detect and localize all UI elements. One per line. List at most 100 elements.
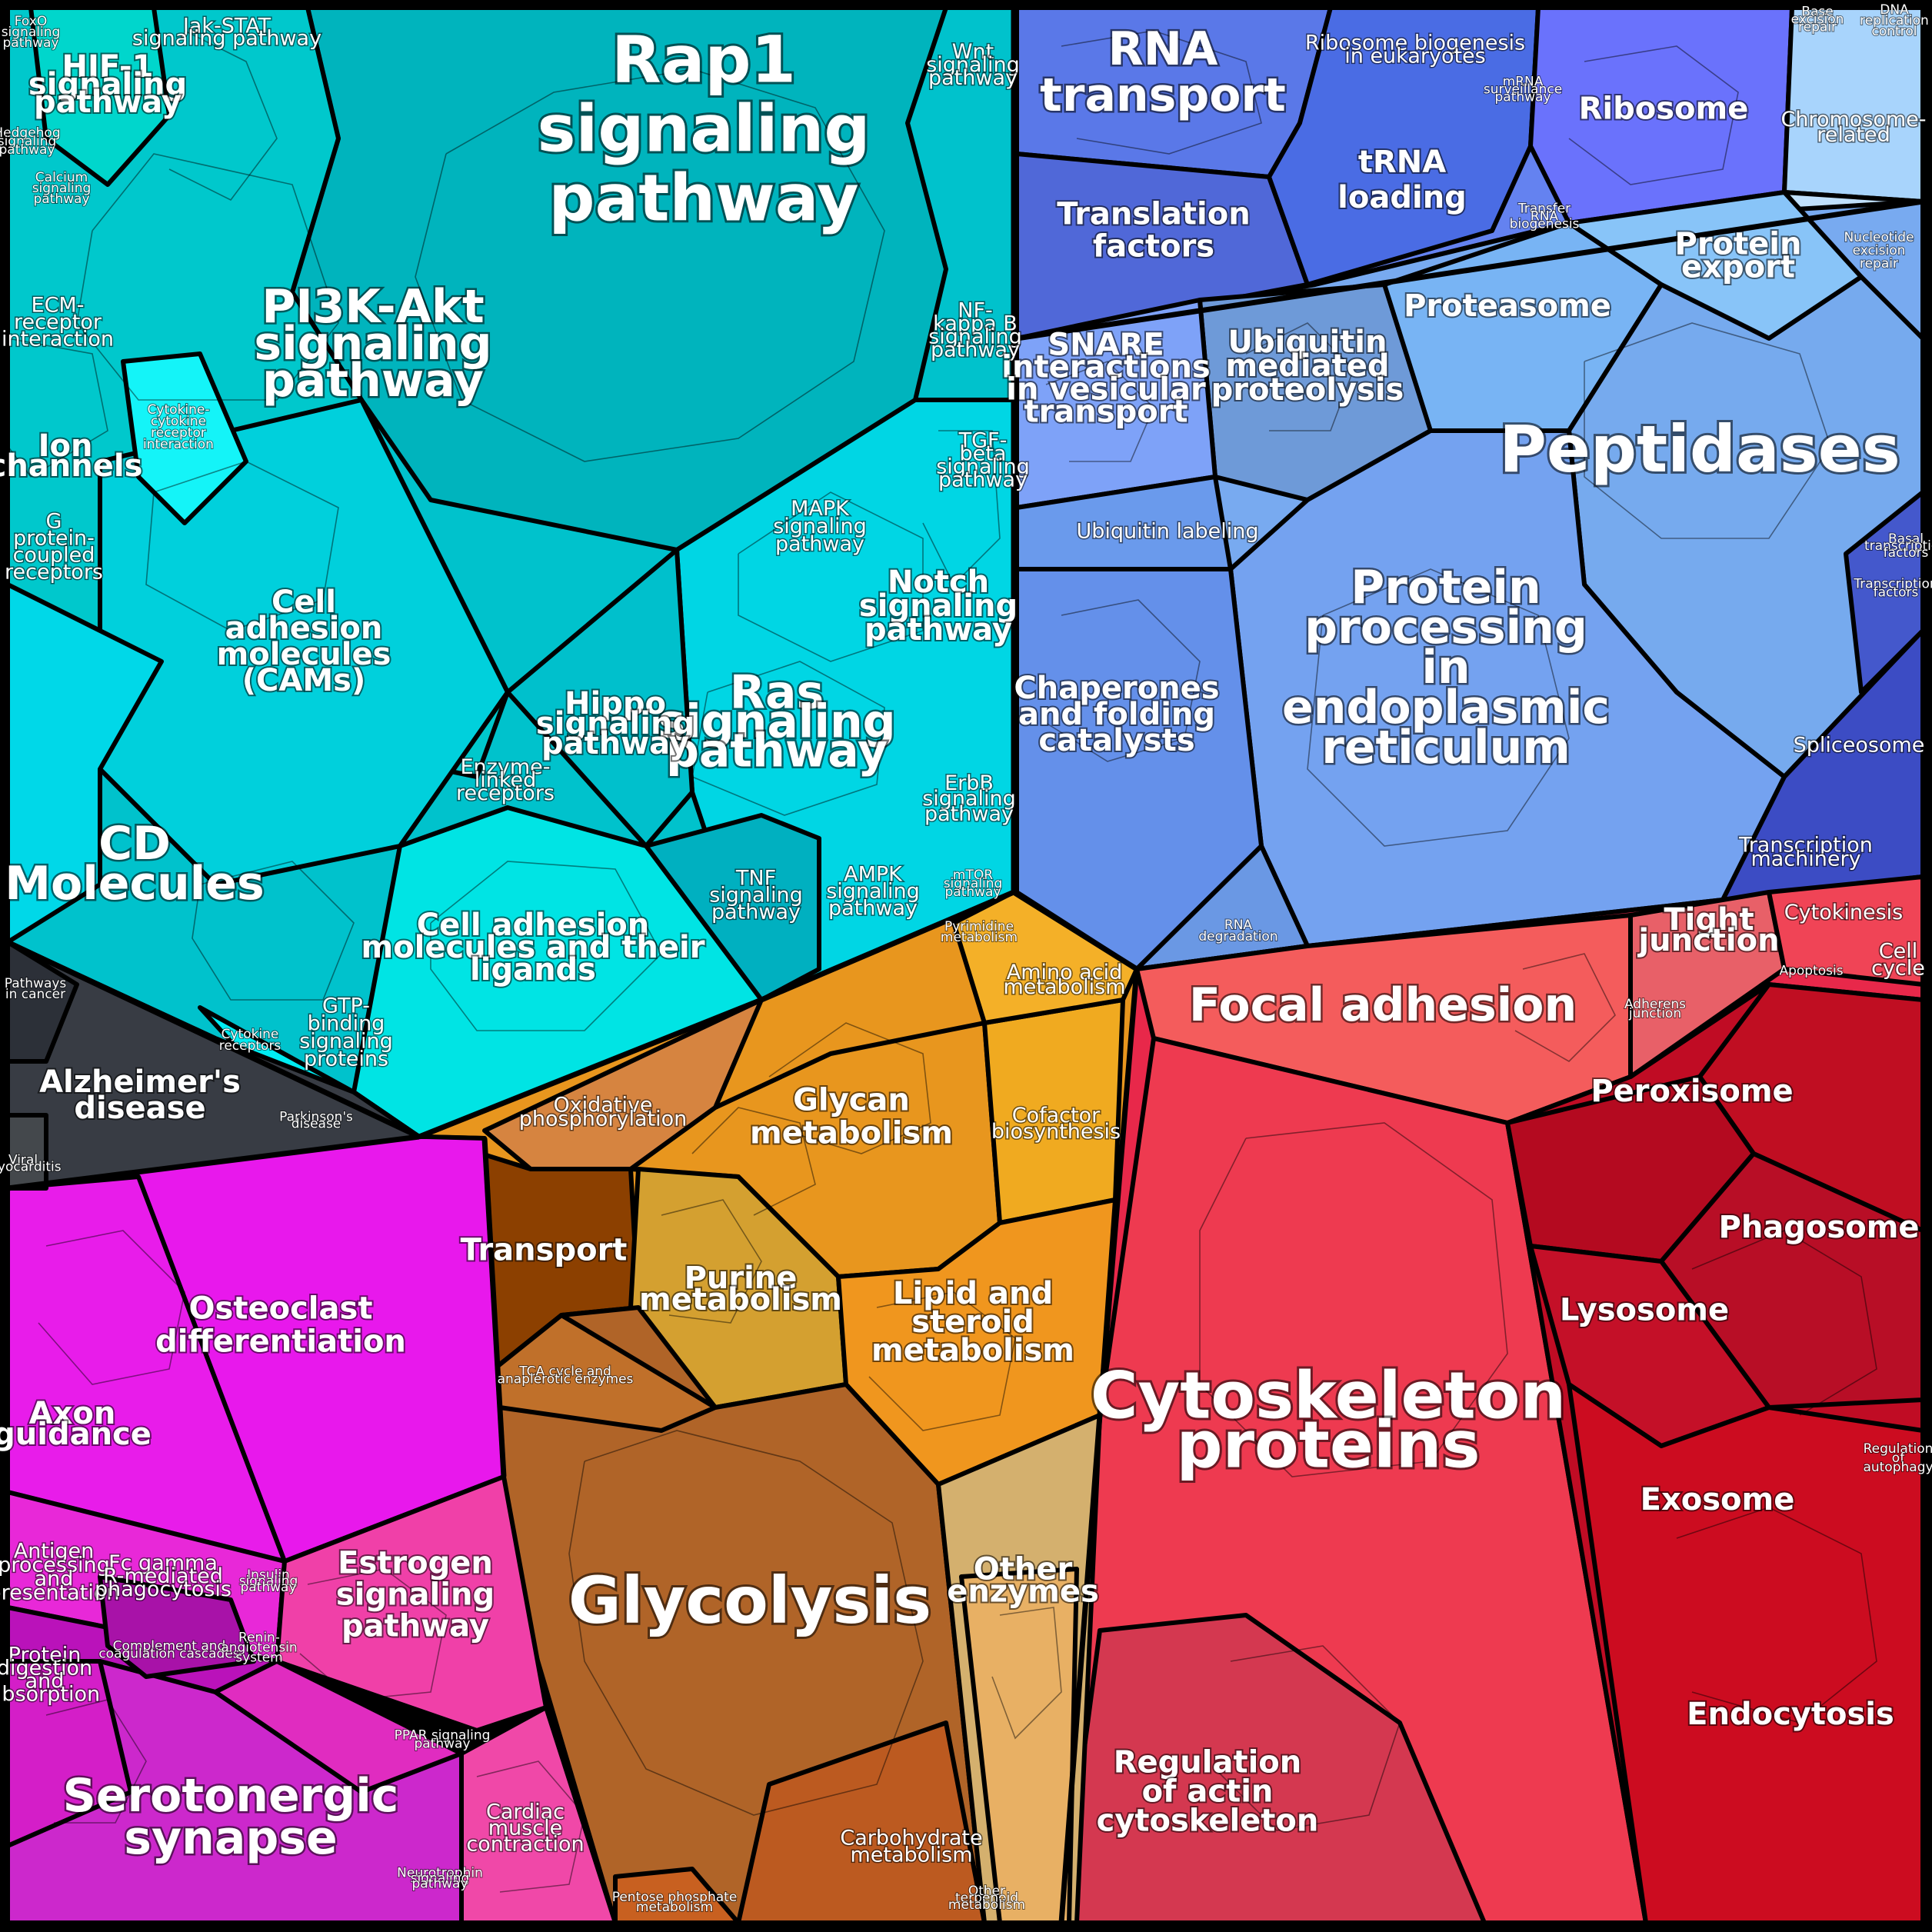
label-line: Cell xyxy=(1879,940,1917,964)
label-line: factors xyxy=(1874,585,1919,600)
label-cardiac: Cardiac muscle contraction xyxy=(466,1800,584,1856)
label-line: Glycolysis xyxy=(568,1563,931,1638)
label-line: signaling xyxy=(0,134,56,149)
label-line: Complement and xyxy=(113,1639,226,1654)
label-line: of actin xyxy=(1142,1774,1274,1809)
label-line: Peroxisome xyxy=(1591,1074,1793,1109)
label-line: signaling xyxy=(773,515,867,538)
label-line: signaling xyxy=(28,67,187,102)
label-line: cytoskeleton xyxy=(1097,1803,1319,1838)
label-pathways-cancer: Pathways in cancer xyxy=(5,976,67,1002)
label-line: ECM- xyxy=(32,294,85,318)
label-enzyme-receptors: Enzyme-linked receptors xyxy=(456,755,555,805)
label-line: signaling xyxy=(254,317,491,371)
label-line: catalysts xyxy=(1038,723,1194,758)
label-renin: Renin-angiotensin system xyxy=(221,1631,297,1666)
label-peroxisome: Peroxisome xyxy=(1591,1074,1793,1109)
label-line: RNA xyxy=(1531,209,1559,225)
label-line: contraction xyxy=(466,1832,584,1856)
label-line: Lipid and xyxy=(893,1276,1053,1311)
label-line: Cytoskeleton xyxy=(1091,1357,1566,1433)
label-line: mediated xyxy=(1225,348,1389,384)
label-trna: tRNA loading xyxy=(1337,145,1467,215)
label-line: pathway xyxy=(938,468,1028,491)
label-line: metabolism xyxy=(750,1116,953,1151)
label-line: metabolism xyxy=(639,1282,842,1317)
label-line: (CAMs) xyxy=(242,663,366,698)
region-genetic xyxy=(1014,5,1925,387)
label-line: Renin- xyxy=(238,1631,280,1646)
label-line: pathway xyxy=(240,1580,296,1595)
label-line: degradation xyxy=(1198,929,1277,944)
label-line: Parkinson's xyxy=(279,1110,353,1125)
label-line: Purine xyxy=(685,1261,798,1296)
label-line: cytokine xyxy=(151,414,206,429)
label-line: signaling xyxy=(936,455,1030,478)
label-calcium: Calcium signaling pathway xyxy=(32,170,92,207)
label-line: SNARE xyxy=(1048,328,1164,363)
label-line: machinery xyxy=(1750,847,1860,871)
label-line: molecules xyxy=(217,637,391,672)
region-metabolism xyxy=(417,890,1139,1925)
label-line: Chromosome- xyxy=(1780,108,1926,132)
label-line: Endocytosis xyxy=(1687,1697,1894,1732)
label-cell-cycle: Cell cycle xyxy=(1871,940,1925,981)
label-tnf: TNF signaling pathway xyxy=(709,867,803,924)
label-mapk: MAPK signaling pathway xyxy=(773,497,867,556)
label-line: ligands xyxy=(470,952,596,988)
label-gtp: GTP-binding signaling proteins xyxy=(299,994,393,1071)
label-line: metabolism xyxy=(1003,975,1125,999)
label-line: endoplasmic xyxy=(1282,681,1610,734)
label-line: pathway xyxy=(341,1608,489,1644)
label-line: signaling xyxy=(411,1870,470,1886)
label-line: Adherens xyxy=(1624,997,1686,1012)
label-line: angiotensin xyxy=(221,1641,297,1656)
label-line: Oxidative xyxy=(553,1093,652,1117)
label-oxphos: Oxidative phosphorylation xyxy=(519,1093,687,1131)
label-carbohydrate: Carbohydrate metabolism xyxy=(840,1827,982,1867)
label-line: Cytokinesis xyxy=(1784,901,1903,924)
label-line: in eukaryotes xyxy=(1344,44,1486,68)
label-line: reticulum xyxy=(1321,721,1571,774)
label-line: in xyxy=(1421,641,1470,695)
label-line: Cytokine- xyxy=(148,402,210,418)
label-protein-export: Protein export xyxy=(1675,227,1802,285)
label-er: Protein processing in endoplasmic reticulum xyxy=(1282,561,1610,774)
region-signaling xyxy=(5,5,1016,1139)
label-line: Calcium xyxy=(35,170,88,185)
label-line: cycle xyxy=(1871,957,1925,981)
label-endocytosis: Endocytosis xyxy=(1687,1697,1894,1732)
label-line: pathway xyxy=(34,85,182,120)
label-line: metabolism xyxy=(850,1844,972,1867)
label-line: transport xyxy=(1040,68,1286,122)
label-line: export xyxy=(1681,250,1795,285)
label-line: phagocytosis xyxy=(95,1577,232,1601)
label-line: ErbB xyxy=(944,771,994,795)
label-line: interaction xyxy=(143,437,214,452)
label-line: signaling xyxy=(709,884,803,908)
label-line: Ubiquitin xyxy=(1228,325,1387,360)
label-line: pathway xyxy=(1494,90,1551,105)
label-spliceosome: Spliceosome xyxy=(1794,733,1925,757)
label-line: proteolysis xyxy=(1211,372,1404,408)
label-line: Pentose phosphate xyxy=(612,1890,738,1905)
label-line: terpenoid xyxy=(955,1890,1018,1906)
label-line: steroid xyxy=(911,1304,1034,1340)
label-line: disease xyxy=(291,1117,341,1132)
label-line: Estrogen xyxy=(338,1545,493,1581)
label-line: excision xyxy=(1853,243,1906,258)
label-line: linked xyxy=(475,768,537,792)
label-foxo: FoxO signaling pathway xyxy=(2,14,61,51)
label-line: Antigen xyxy=(14,1539,95,1563)
label-line: pathway xyxy=(262,354,484,408)
label-line: receptor xyxy=(151,425,206,441)
label-line: metabolism xyxy=(871,1333,1074,1368)
label-ubiquitin-proteolysis: Ubiquitin mediated proteolysis xyxy=(1211,325,1404,408)
label-line: proteins xyxy=(1177,1407,1481,1482)
label-base-excision: Baseexcisionrepair xyxy=(1791,5,1844,35)
label-line: signaling pathway xyxy=(132,27,321,51)
label-line: Alzheimer's xyxy=(39,1064,241,1100)
label-line: Transfer xyxy=(1517,202,1571,217)
